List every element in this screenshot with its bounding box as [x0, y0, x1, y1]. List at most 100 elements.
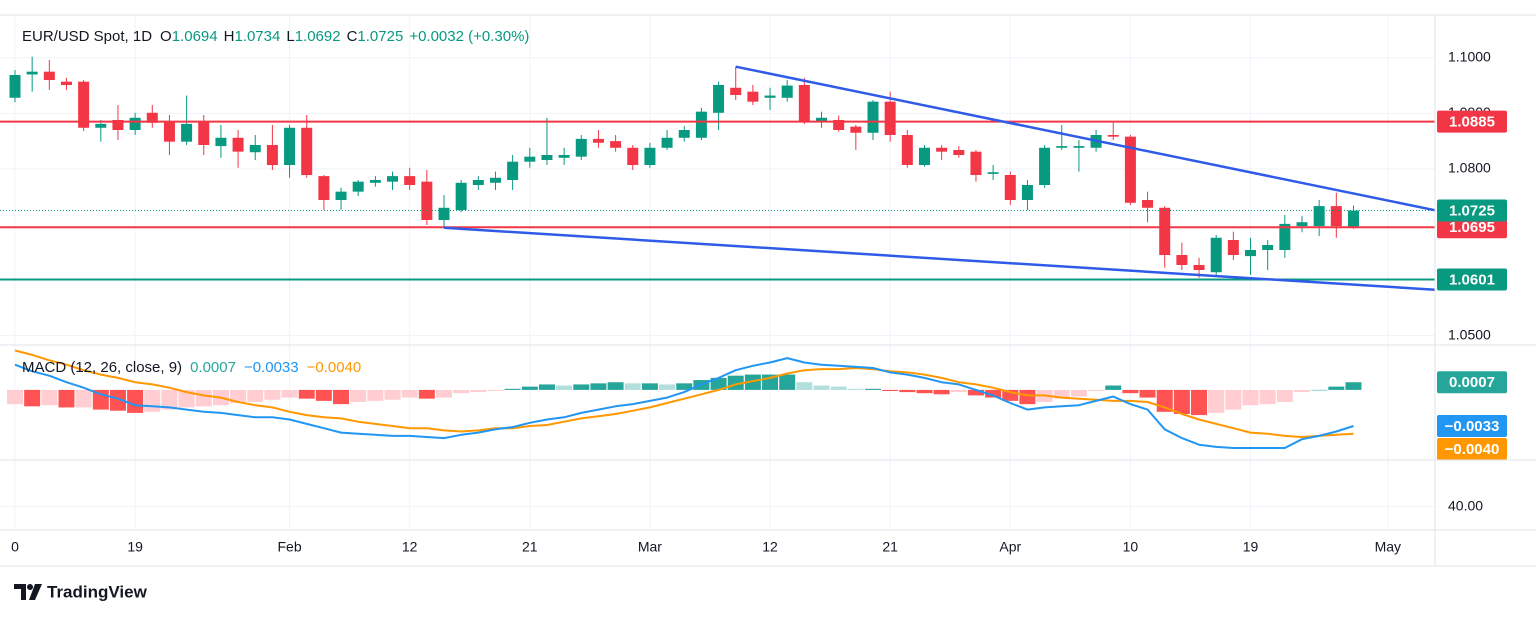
x-tick-label: 19 [127, 539, 143, 555]
histogram-bar [1345, 382, 1362, 390]
x-tick-label: 12 [402, 539, 418, 555]
candle-body [60, 81, 72, 85]
candle-body [387, 176, 399, 182]
histogram-bar [659, 384, 676, 390]
histogram-bar [1019, 389, 1036, 405]
x-tick-label: Apr [999, 539, 1021, 555]
candle-body [1245, 250, 1257, 257]
candle-body [833, 120, 845, 130]
histogram-bar [624, 383, 641, 390]
candle-body [678, 130, 690, 138]
histogram-bar [865, 388, 881, 390]
price-label: 1.0695 [1449, 219, 1495, 236]
histogram-bar [75, 389, 92, 408]
histogram-bar [247, 389, 264, 402]
candle-body [1021, 185, 1033, 200]
histogram-bar [315, 389, 332, 401]
candle-body [215, 137, 227, 147]
candle-body [592, 138, 604, 143]
y-tick-label: 1.0800 [1448, 160, 1491, 176]
candle-body [541, 155, 553, 160]
histogram-bar [813, 385, 830, 390]
histogram-bar [401, 389, 418, 398]
candle-body [1330, 206, 1342, 227]
candle-body [43, 71, 55, 80]
histogram-bar [1259, 389, 1276, 405]
candle-body [352, 181, 364, 192]
candle-body [1159, 207, 1171, 255]
legend-text: EUR/USD Spot, 1D [22, 28, 152, 45]
histogram-bar [109, 389, 126, 411]
candle-body [1176, 255, 1188, 265]
candle-body [1124, 136, 1136, 203]
y-tick-label: 40.00 [1448, 497, 1483, 513]
histogram-bar [521, 386, 538, 390]
histogram-bar [144, 389, 161, 412]
histogram-bar [470, 389, 487, 393]
logo-shape [29, 584, 42, 600]
candle-body [421, 181, 433, 220]
price-label: 1.0601 [1449, 271, 1495, 288]
candle-body [816, 117, 828, 122]
logo-shape [14, 584, 26, 600]
candle-body [1073, 146, 1085, 148]
histogram-bar [1088, 389, 1105, 391]
candle-body [575, 138, 587, 157]
trendline [443, 226, 1435, 291]
candle-body [627, 147, 639, 165]
candle-body [472, 180, 484, 185]
x-tick-label: 10 [1123, 539, 1139, 555]
histogram-bar [1276, 389, 1293, 402]
histogram-bar [178, 389, 195, 408]
price-legend: EUR/USD Spot, 1D O1.0694 H1.0734 L1.0692 C1.… [22, 28, 529, 45]
candle-body [1227, 240, 1239, 255]
candle-body [163, 121, 175, 142]
trendline [735, 65, 1435, 212]
candle-body [901, 135, 913, 165]
candle-body [610, 141, 622, 148]
candle-body [78, 81, 90, 128]
candle-body [9, 75, 21, 98]
candle-body [1262, 245, 1274, 250]
legend-text: 1.0734 [234, 28, 280, 45]
y-tick-label: 1.0500 [1448, 326, 1491, 342]
histogram-bar [573, 384, 590, 390]
candle-body [507, 161, 519, 180]
x-tick-label: May [1375, 539, 1401, 555]
histogram-bar [58, 389, 75, 408]
histogram-bar [779, 374, 796, 390]
histogram-bar [195, 389, 212, 407]
histogram-bar [350, 389, 367, 402]
histogram-bar [916, 389, 933, 394]
candle-body [970, 151, 982, 175]
candle-body [95, 123, 107, 128]
legend-text: H [224, 28, 235, 45]
candle-body [764, 95, 776, 98]
candle-body [249, 145, 261, 153]
legend-text: O [160, 28, 172, 45]
x-tick-label: 21 [882, 539, 898, 555]
candle-body [918, 147, 930, 165]
marks-layer [0, 56, 1435, 449]
histogram-bar [847, 388, 864, 390]
histogram-bar [899, 389, 916, 393]
candle-body [867, 101, 879, 133]
histogram-bar [7, 389, 23, 405]
candle-body [695, 111, 707, 138]
candle-body [798, 85, 810, 122]
histogram-bar [453, 389, 470, 394]
candle-body [198, 121, 210, 145]
candle-body [181, 123, 193, 142]
histogram-bar [830, 386, 847, 390]
axis-layer: 0 19 Feb 12 21 Mar 12 21 Apr 10 19 May 1.0500 1.0800 1… [11, 48, 1507, 555]
candle-body [489, 177, 501, 183]
candle-body [884, 101, 896, 135]
histogram-bar [127, 389, 144, 413]
histogram-bar [950, 389, 967, 393]
candle-body [369, 180, 381, 183]
candle-body [232, 137, 244, 152]
histogram-bar [1208, 389, 1225, 413]
indicator-label-box [1437, 438, 1507, 461]
histogram-bar [967, 389, 984, 396]
